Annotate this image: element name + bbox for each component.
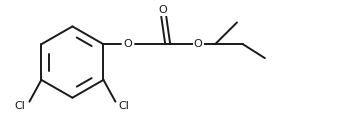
Text: O: O (194, 39, 202, 49)
Text: O: O (123, 39, 132, 49)
Text: Cl: Cl (118, 101, 129, 111)
Text: Cl: Cl (14, 101, 25, 111)
Text: O: O (159, 5, 168, 15)
